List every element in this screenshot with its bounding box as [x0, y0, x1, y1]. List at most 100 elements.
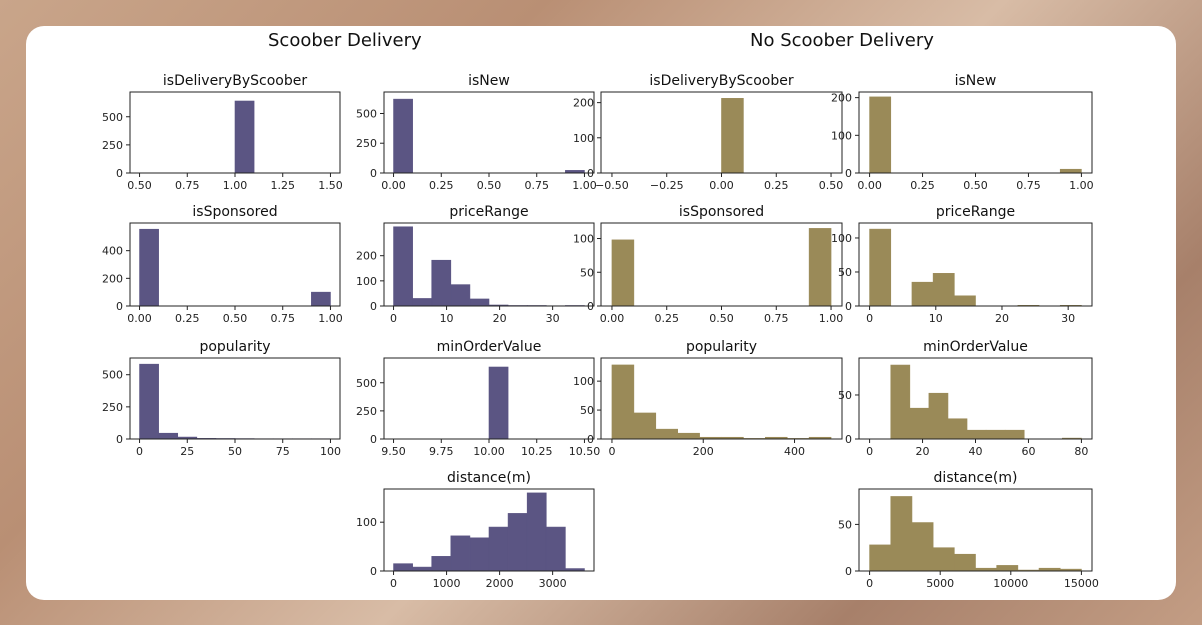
- y-tick-label: 0: [116, 300, 123, 313]
- histogram-bar: [966, 429, 987, 440]
- subplot-n-distance: distance(m) 0 5000 10000 15000 0 50: [838, 470, 1099, 590]
- x-tick-label: 0.50: [477, 179, 502, 192]
- y-tick-label: 50: [580, 404, 594, 417]
- x-tick-label: 1.00: [318, 312, 343, 325]
- histogram-bar: [393, 98, 413, 174]
- histogram-bar: [954, 295, 976, 307]
- histogram-bar: [469, 537, 490, 572]
- subplot-n-popularity: popularity 0 200 400 0 50 100: [573, 339, 843, 458]
- x-tick-label: 200: [693, 445, 714, 458]
- histogram-bar: [393, 226, 413, 307]
- x-tick-label: 80: [1074, 445, 1088, 458]
- y-tick-label: 50: [838, 389, 852, 402]
- x-tick-label: −0.25: [650, 179, 684, 192]
- x-tick-label: 0.50: [709, 312, 734, 325]
- y-tick-label: 0: [370, 565, 377, 578]
- subplot-title: distance(m): [934, 470, 1018, 486]
- histogram-bar: [234, 100, 255, 174]
- x-tick-label: 0.00: [381, 179, 406, 192]
- y-tick-label: 0: [370, 300, 377, 313]
- y-tick-label: 0: [587, 167, 594, 180]
- y-tick-label: 0: [845, 565, 852, 578]
- x-tick-label: 2000: [486, 577, 514, 590]
- subplot-title: isSponsored: [679, 204, 764, 220]
- subplot-s-popularity: popularity 0 25 50 75 100 0 250 500: [102, 339, 341, 458]
- y-tick-label: 0: [845, 300, 852, 313]
- x-tick-label: 1.00: [1069, 179, 1094, 192]
- x-tick-label: 20: [916, 445, 930, 458]
- x-tick-label: 10.25: [521, 445, 553, 458]
- histogram-bar: [488, 366, 509, 440]
- x-tick-label: 0: [866, 312, 873, 325]
- histogram-bar: [488, 526, 509, 572]
- x-tick-label: 0.50: [819, 179, 844, 192]
- y-tick-label: 100: [356, 275, 377, 288]
- x-tick-label: −0.50: [595, 179, 629, 192]
- y-tick-label: 500: [356, 107, 377, 120]
- subplot-title: isNew: [468, 73, 510, 89]
- x-tick-label: 0.50: [223, 312, 248, 325]
- x-tick-label: 40: [969, 445, 983, 458]
- y-tick-label: 50: [838, 266, 852, 279]
- x-tick-label: 10000: [993, 577, 1028, 590]
- x-tick-label: 0.00: [127, 312, 152, 325]
- x-tick-label: 10.50: [569, 445, 601, 458]
- subplot-s-distance: distance(m) 0 1000 2000 3000 0 100: [356, 470, 595, 590]
- subplot-n-isSponsored: isSponsored 0.00 0.25 0.50 0.75 1.00 0 50 100: [573, 204, 843, 325]
- subplot-title: isNew: [955, 73, 997, 89]
- histogram-bar: [450, 535, 471, 572]
- x-tick-label: 1.25: [270, 179, 295, 192]
- subplot-title: popularity: [199, 339, 270, 355]
- axes-frame: [858, 488, 1093, 572]
- y-tick-label: 100: [573, 132, 594, 145]
- axes-frame: [858, 91, 1093, 174]
- histogram-bar: [890, 364, 911, 440]
- histogram-bar: [611, 364, 635, 440]
- x-tick-label: 75: [276, 445, 290, 458]
- x-tick-label: 0.00: [857, 179, 882, 192]
- y-tick-label: 200: [102, 272, 123, 285]
- subplot-n-isNew: isNew 0.00 0.25 0.50 0.75 1.00 0 100 200: [831, 73, 1094, 192]
- subplot-n-isDelivery: isDeliveryByScoober −0.50 −0.25 0.00 0.25 0.5…: [573, 73, 843, 192]
- axes-frame: [383, 488, 595, 572]
- subplot-title: isSponsored: [192, 204, 277, 220]
- subplot-title: priceRange: [449, 204, 528, 220]
- axes-frame: [383, 91, 595, 174]
- x-tick-label: 9.75: [429, 445, 454, 458]
- axes-frame: [858, 222, 1093, 307]
- histogram-bar: [911, 281, 934, 307]
- x-tick-label: 3000: [539, 577, 567, 590]
- y-tick-label: 100: [573, 233, 594, 246]
- histogram-bar: [721, 98, 744, 174]
- histogram-bar: [996, 565, 1019, 572]
- y-tick-label: 0: [370, 167, 377, 180]
- x-tick-label: 25: [180, 445, 194, 458]
- x-tick-label: 5000: [926, 577, 954, 590]
- x-tick-label: 20: [995, 312, 1009, 325]
- histogram-bar: [526, 492, 547, 572]
- x-tick-label: 0: [390, 312, 397, 325]
- histogram-bar: [954, 553, 976, 572]
- histogram-bar: [412, 566, 433, 572]
- x-tick-label: 400: [784, 445, 805, 458]
- x-tick-label: 0: [866, 445, 873, 458]
- histogram-bar: [139, 363, 159, 440]
- histogram-bar: [655, 428, 678, 440]
- x-tick-label: 0.00: [709, 179, 734, 192]
- subplot-s-priceRange: priceRange 0 10 20 30 0 100 200: [356, 204, 595, 325]
- histogram-bar: [450, 284, 471, 307]
- y-tick-label: 100: [356, 516, 377, 529]
- group-title-scoober: Scoober Delivery: [268, 30, 422, 51]
- x-tick-label: 0: [866, 577, 873, 590]
- subplot-title: priceRange: [936, 204, 1015, 220]
- axes-frame: [383, 222, 595, 307]
- x-tick-label: 100: [320, 445, 341, 458]
- y-tick-label: 0: [587, 433, 594, 446]
- x-tick-label: 10.00: [473, 445, 505, 458]
- histogram-bar: [139, 228, 159, 307]
- histogram-bar: [1004, 429, 1025, 440]
- x-tick-label: 0.25: [764, 179, 789, 192]
- y-tick-label: 100: [831, 129, 852, 142]
- y-tick-label: 250: [102, 139, 123, 152]
